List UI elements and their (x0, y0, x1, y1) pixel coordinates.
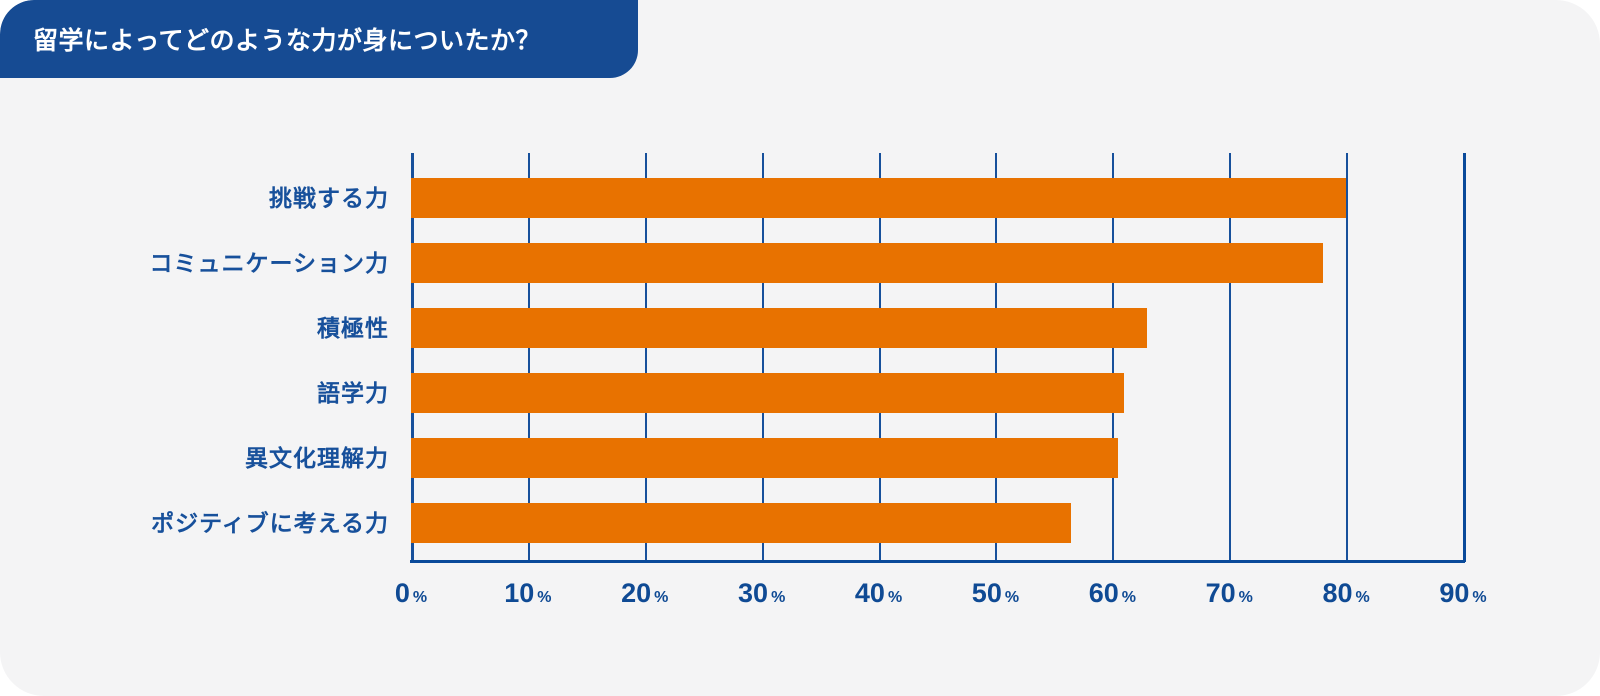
x-tick-label-0: 0% (395, 578, 427, 609)
category-label-0: 挑戦する力 (269, 185, 389, 211)
category-label-5: ポジティブに考える力 (151, 510, 389, 536)
x-tick-value: 40 (854, 578, 885, 608)
percent-sign: % (412, 589, 428, 606)
gridline-90pct (1463, 153, 1466, 562)
x-tick-value: 20 (621, 578, 652, 608)
gridline-60pct (1112, 153, 1115, 562)
percent-sign: % (1472, 589, 1487, 606)
gridline-50pct (995, 153, 998, 562)
percent-sign: % (1355, 589, 1370, 606)
x-tick-label-60: 60% (1089, 578, 1136, 609)
gridline-30pct (761, 153, 764, 562)
bar-3 (411, 373, 1125, 413)
x-tick-value: 90 (1439, 578, 1470, 608)
x-tick-value: 80 (1322, 578, 1353, 608)
x-tick-label-90: 90% (1439, 578, 1486, 609)
percent-sign: % (1238, 589, 1253, 606)
category-label-2: 積極性 (317, 315, 389, 341)
gridline-20pct (644, 153, 647, 562)
category-label-4: 異文化理解力 (245, 445, 389, 471)
bar-0 (411, 178, 1347, 218)
category-label-3: 語学力 (317, 380, 389, 406)
plot-area (410, 153, 1466, 563)
x-tick-value: 60 (1088, 578, 1119, 608)
x-tick-label-10: 10% (504, 578, 551, 609)
gridline-0pct (411, 153, 414, 562)
x-tick-label-80: 80% (1322, 578, 1369, 609)
title-banner: 留学によってどのような力が身についたか？ (0, 0, 638, 78)
x-tick-value: 70 (1205, 578, 1236, 608)
x-tick-value: 0 (394, 578, 410, 608)
gridline-40pct (878, 153, 881, 562)
x-tick-label-70: 70% (1206, 578, 1253, 609)
bar-2 (411, 308, 1148, 348)
bar-5 (411, 503, 1072, 543)
gridline-70pct (1229, 153, 1232, 562)
x-tick-value: 10 (504, 578, 535, 608)
bar-1 (411, 243, 1323, 283)
percent-sign: % (654, 589, 669, 606)
gridline-80pct (1346, 153, 1349, 562)
percent-sign: % (887, 589, 903, 606)
bar-4 (411, 438, 1119, 478)
x-tick-value: 30 (738, 578, 769, 608)
percent-sign: % (771, 589, 786, 606)
page-title: 留学によってどのような力が身についたか？ (33, 27, 542, 55)
x-tick-label-40: 40% (855, 578, 902, 609)
x-tick-label-20: 20% (621, 578, 668, 609)
x-tick-label-30: 30% (738, 578, 785, 609)
x-axis-line (410, 560, 1465, 563)
percent-sign: % (1121, 589, 1136, 606)
x-tick-value: 50 (971, 578, 1002, 608)
percent-sign: % (1004, 589, 1020, 606)
x-tick-label-50: 50% (972, 578, 1019, 609)
percent-sign: % (537, 589, 552, 606)
gridline-10pct (527, 153, 530, 562)
category-label-1: コミュニケーション力 (149, 250, 389, 276)
